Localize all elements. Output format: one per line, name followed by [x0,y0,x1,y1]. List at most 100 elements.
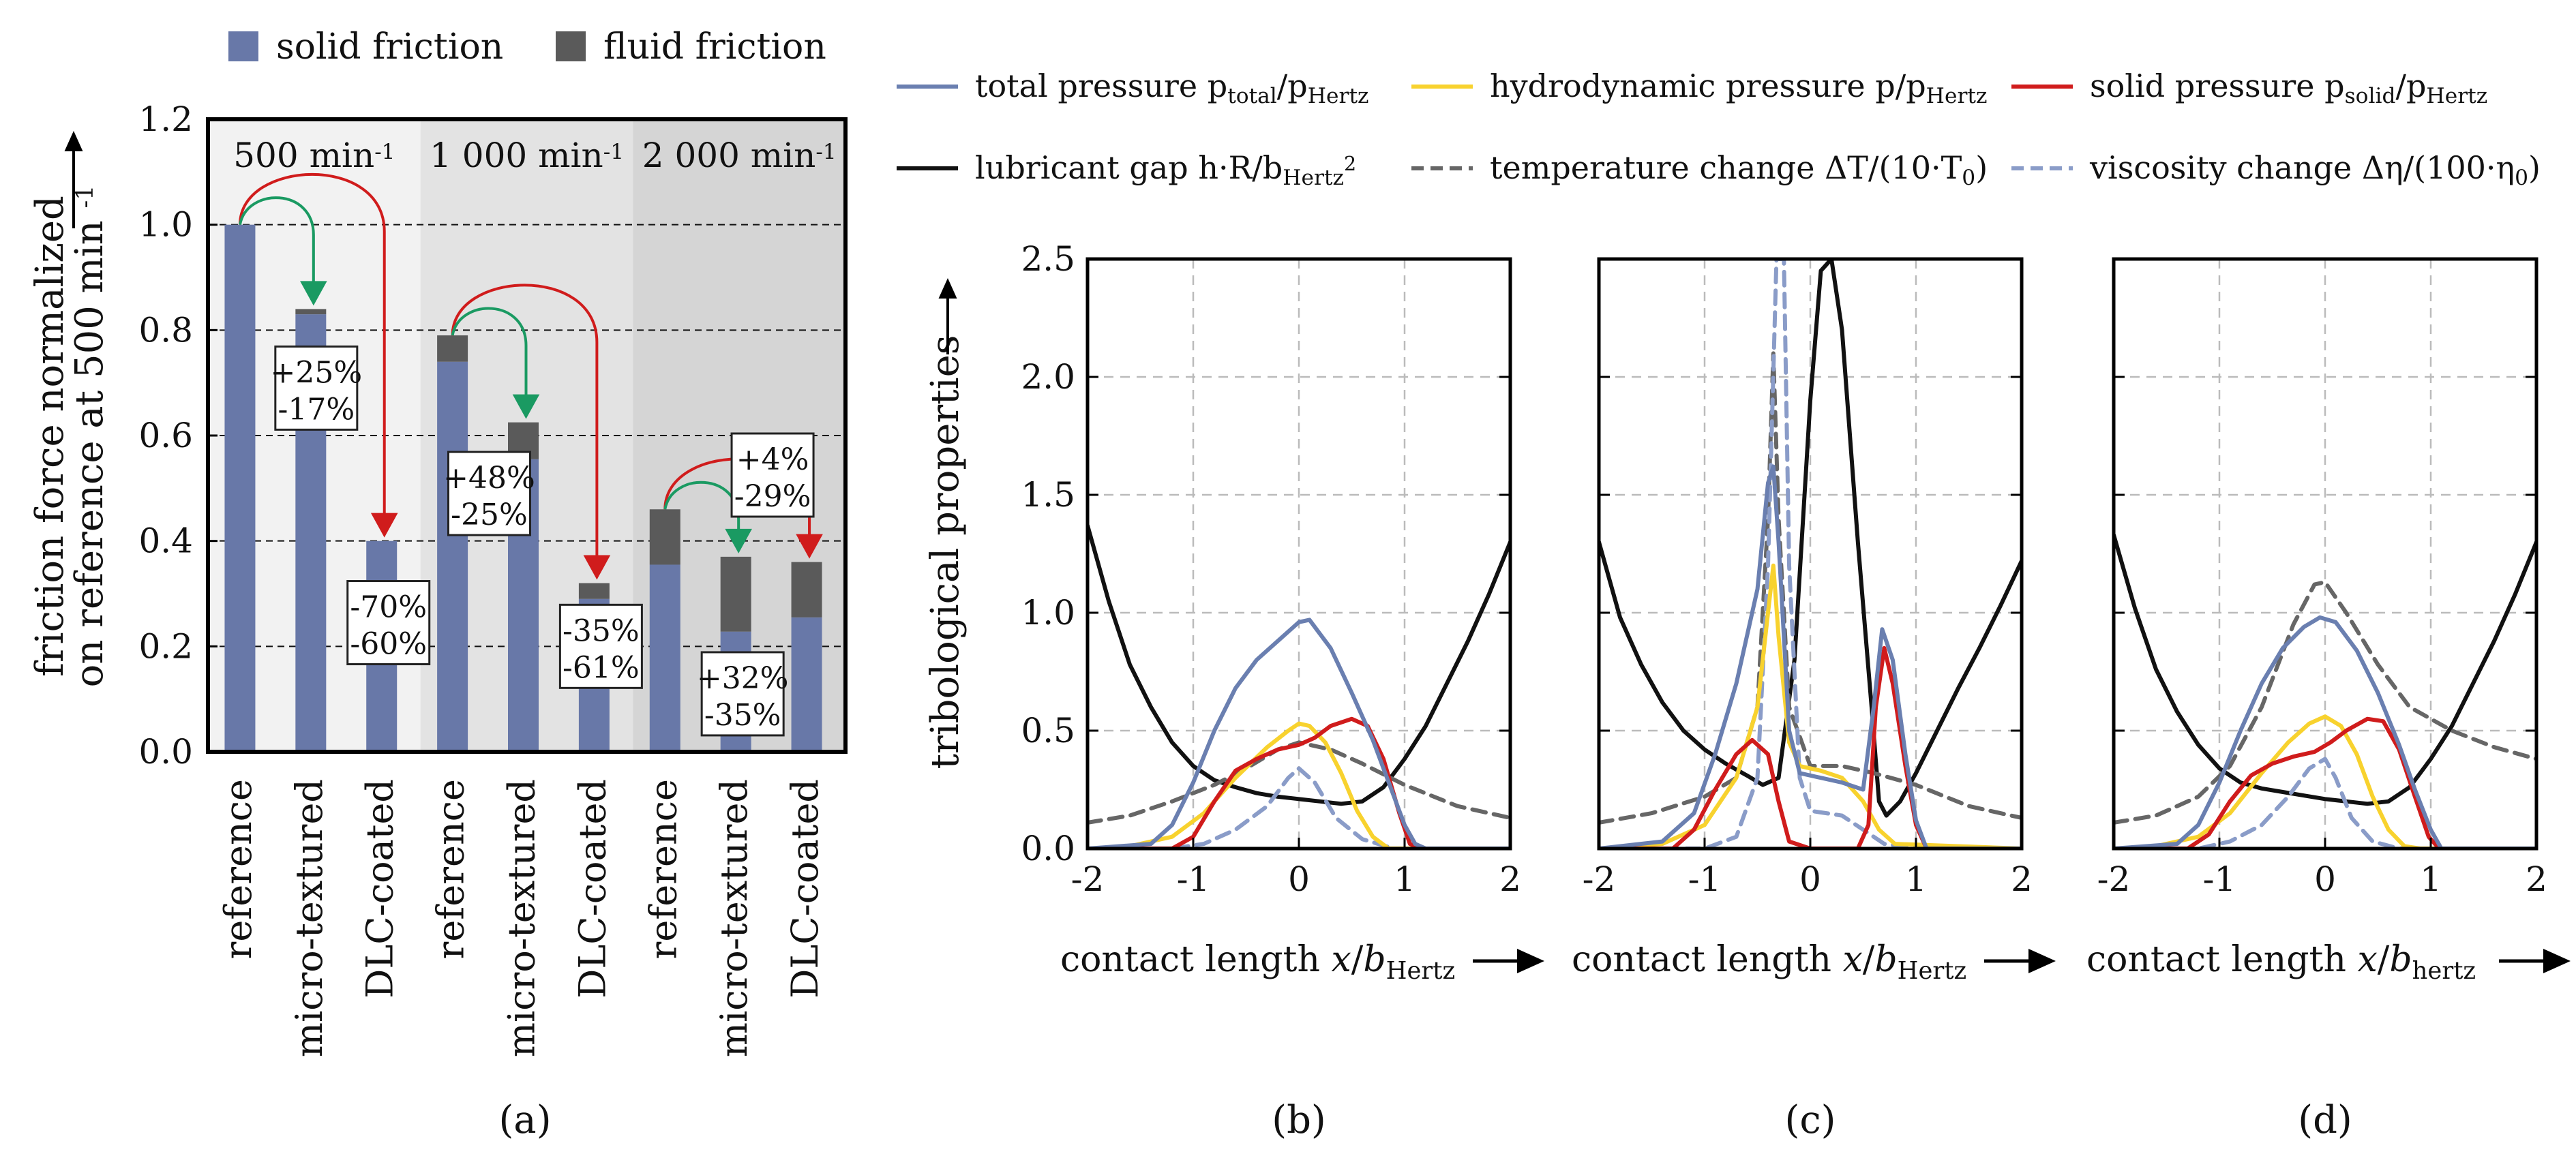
speed-group-label: 500 min-1 [233,136,395,175]
text-segment: / [1351,939,1364,980]
text-segment: /p [1277,67,1308,104]
x-tick-label: -2 [2097,859,2131,899]
text-segment: ) [2528,149,2541,186]
text-segment: 0 [2515,166,2528,190]
y-tick-label: 1.0 [138,205,193,245]
x-axis-arrow-head [2028,949,2056,973]
annotation-change-solid: -35% [704,698,781,733]
text-segment: total [1227,84,1277,108]
panel-label: (d) [2298,1098,2352,1142]
legend-line-label: temperature change ΔT/(10·T0) [1490,149,1988,190]
panel-label: (a) [498,1098,551,1142]
panel-c-tribology-plot: -2 -1 0 1 2 contact length x/bHertz (c) [1572,257,2056,1142]
text-segment: 1 000 min [430,136,603,175]
x-axis-label: contact length x/bHertz [1060,939,1455,985]
x-axis-label: contact length x/bhertz [2086,939,2476,985]
x-axis-label: contact length x/bHertz [1572,939,1966,985]
text-segment: -1 [374,140,395,164]
category-label: reference [642,779,685,959]
arrow-to-dlc [238,173,386,514]
series-temperature-change [2114,580,2536,825]
series-lubricant-gap [2114,532,2536,806]
x-tick-label: 2 [1499,859,1521,899]
text-segment: solid pressure p [2090,67,2345,104]
panel-label: (b) [1272,1098,1326,1142]
arrow-head-micro [725,528,752,553]
text-segment: Hertz [1898,957,1967,985]
bar-solid-friction [649,564,680,752]
text-segment: / [1863,939,1875,980]
arrow-to-micro [451,307,528,395]
x-axis-arrow-head [1517,949,1544,973]
series-total-pressure [1599,464,2022,849]
bar-solid-friction [437,361,468,752]
arrow-head-micro [300,281,327,306]
series-viscosity-change [1088,766,1510,849]
annotation-change-solid: -29% [734,479,811,514]
text-segment: contact length [2086,939,2357,980]
text-segment: -1 [815,140,836,164]
text-segment: 2 000 min [642,136,816,175]
arrow-head-dlc [370,513,398,538]
annotation-box [447,451,531,536]
y-tick-label: 0.8 [138,310,193,350]
panel-label: (c) [1784,1098,1836,1142]
x-tick-label: -1 [1177,859,1210,899]
text-segment: 0 [1962,166,1975,190]
text-segment: viscosity change Δη/(100·η [2089,149,2515,186]
category-label: micro-textured [500,779,543,1057]
x-tick-label: 1 [1394,859,1416,899]
legend-label: fluid friction [603,27,826,67]
series-solid-pressure [2114,716,2536,849]
annotation-change-solid: -61% [563,650,640,685]
y-axis-label: friction force normalized [28,196,72,677]
x-tick-label: 1 [2420,859,2442,899]
legend-label: solid friction [276,27,503,67]
x-tick-label: 1 [1905,859,1927,899]
category-label: micro-textured [713,779,755,1057]
text-segment: 500 min [233,136,374,175]
annotation-change-total: +25% [270,355,362,390]
bar-fluid-friction [578,583,610,599]
text-segment: contact length [1060,939,1331,980]
annotation-box [558,603,643,689]
series-lubricant-gap [1088,523,1510,806]
y-tick-label: 2.5 [1021,239,1075,279]
text-segment: solid [2345,84,2396,108]
text-segment: ) [1975,149,1988,186]
text-segment: x [2357,939,2377,980]
legend-line-label: total pressure ptotal/pHertz [975,67,1369,108]
y-axis-arrow-head [938,278,957,299]
annotation-change-total: -35% [563,613,640,648]
x-tick-label: -1 [2203,859,2236,899]
arrow-head-dlc [796,534,823,559]
text-segment: /p [2395,67,2426,104]
category-label: micro-textured [288,779,331,1057]
category-label: reference [217,779,260,959]
bar-fluid-friction [295,309,327,315]
y-tick-label: 1.5 [1021,475,1075,515]
x-tick-label: 0 [2314,859,2336,899]
annotation-change-total: +4% [736,442,809,477]
y-axis-label: on reference at 500 min -1 [68,185,112,688]
x-axis-arrow-head [2543,949,2571,973]
text-segment: Hertz [1283,166,1344,190]
arrow-head-dlc [583,555,611,580]
annotation-box [274,345,359,431]
category-label: reference [430,779,473,959]
annotation-change-total: +32% [697,661,789,696]
text-segment: Hertz [2426,84,2487,108]
bar-solid-friction [791,617,822,752]
speed-group-label: 1 000 min-1 [430,136,624,175]
legend-line-label: viscosity change Δη/(100·η0) [2089,149,2541,190]
text-segment: x [1842,939,1862,980]
legend-line-label: hydrodynamic pressure p/pHertz [1490,67,1987,108]
text-segment: b [1363,939,1386,980]
y-tick-label: 1.2 [138,100,193,139]
y-tick-label: 1.0 [1021,593,1075,633]
annotation-box [700,651,785,737]
text-segment: Hertz [1308,84,1369,108]
x-tick-label: 2 [2011,859,2033,899]
panel-b-tribology-plot: -2 -1 0 1 2 0.0 0.5 1.0 1.5 2.0 2.5 contact length … [923,239,1544,1142]
